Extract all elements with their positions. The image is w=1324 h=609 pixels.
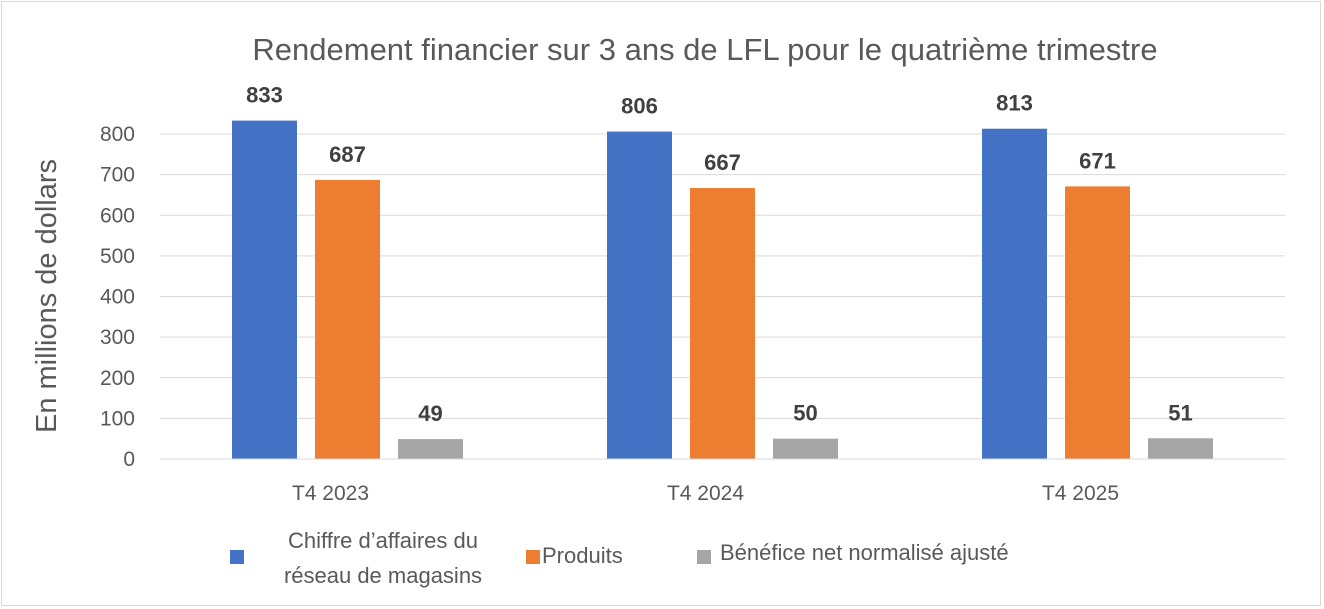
y-tick-label: 500 — [100, 245, 135, 268]
y-tick-label: 200 — [100, 367, 135, 390]
legend-label-line: Chiffre d’affaires du — [288, 528, 478, 553]
bar — [398, 439, 463, 459]
bar — [607, 131, 672, 459]
y-tick-label: 100 — [100, 407, 135, 430]
chart-title: Rendement financier sur 3 ans de LFL pou… — [252, 32, 1157, 67]
y-tick-label: 600 — [100, 204, 135, 227]
x-tick-label: T4 2023 — [292, 482, 369, 505]
y-tick-label: 300 — [100, 326, 135, 349]
data-label: 50 — [793, 401, 817, 426]
legend-label-line: réseau de magasins — [284, 563, 482, 588]
bar — [1065, 186, 1130, 459]
legend: Chiffre d’affaires du réseau de magasins P… — [230, 528, 1009, 588]
x-tick-label: T4 2024 — [667, 482, 744, 505]
y-tick-label: 400 — [100, 286, 135, 309]
legend-swatch — [526, 550, 540, 564]
bar — [1148, 438, 1213, 459]
x-tick-label: T4 2025 — [1042, 482, 1119, 505]
bar — [232, 120, 297, 459]
data-label: 813 — [996, 91, 1033, 116]
y-tick-label: 0 — [123, 448, 135, 471]
y-tick-label: 800 — [100, 123, 135, 146]
bar — [773, 438, 838, 459]
bar — [315, 179, 380, 459]
y-tick-label: 700 — [100, 164, 135, 187]
data-label: 671 — [1079, 148, 1116, 173]
legend-swatch — [230, 550, 244, 564]
bar — [982, 128, 1047, 459]
y-axis-label: En millions de dollars — [31, 159, 63, 433]
legend-label: Produits — [542, 543, 623, 568]
legend-label: Bénéfice net normalisé ajusté — [720, 540, 1009, 565]
bars: 833 687 49 T4 2023 806 667 50 T4 2024 813 671 51 T4… — [160, 83, 1285, 505]
data-label: 51 — [1168, 400, 1192, 425]
data-label: 687 — [329, 142, 366, 167]
bar — [690, 188, 755, 459]
data-label: 667 — [704, 150, 741, 175]
data-label: 806 — [621, 94, 658, 119]
data-label: 833 — [246, 83, 283, 108]
data-label: 49 — [418, 401, 442, 426]
legend-swatch — [697, 550, 711, 564]
